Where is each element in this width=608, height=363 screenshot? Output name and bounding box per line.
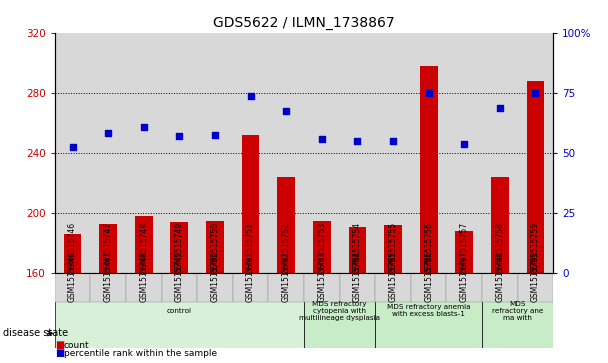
Point — [388, 138, 398, 144]
Text: GSM1515755: GSM1515755 — [389, 251, 398, 302]
Text: control: control — [167, 308, 192, 314]
Bar — [241, 135, 260, 273]
Text: GSM1515758: GSM1515758 — [496, 222, 505, 273]
Text: GSM1515749: GSM1515749 — [175, 222, 184, 273]
Bar — [268, 258, 304, 302]
Point — [139, 125, 148, 130]
Bar — [99, 224, 117, 273]
Point — [210, 132, 220, 138]
Point — [174, 134, 184, 139]
Bar — [162, 33, 197, 273]
Bar — [91, 33, 126, 273]
Text: ■: ■ — [55, 340, 64, 350]
Bar — [446, 33, 482, 273]
Text: GSM1515758: GSM1515758 — [496, 251, 505, 302]
Bar — [197, 258, 233, 302]
Text: GSM1515759: GSM1515759 — [531, 251, 540, 302]
Bar — [340, 258, 375, 302]
Point — [67, 144, 77, 150]
Title: GDS5622 / ILMN_1738867: GDS5622 / ILMN_1738867 — [213, 16, 395, 30]
Point — [495, 105, 505, 111]
Bar — [517, 33, 553, 273]
Text: GSM1515746: GSM1515746 — [68, 251, 77, 302]
Text: GSM1515748: GSM1515748 — [139, 222, 148, 273]
Bar — [340, 33, 375, 273]
Bar — [420, 66, 438, 273]
Bar — [411, 258, 446, 302]
Bar — [277, 177, 295, 273]
Bar — [446, 258, 482, 302]
Text: GSM1515753: GSM1515753 — [317, 251, 326, 302]
Bar — [55, 273, 304, 348]
Text: GSM1515756: GSM1515756 — [424, 251, 433, 302]
Bar — [455, 231, 473, 273]
Bar — [197, 33, 233, 273]
Text: GSM1515754: GSM1515754 — [353, 222, 362, 273]
Bar — [375, 258, 411, 302]
Text: GSM1515751: GSM1515751 — [246, 251, 255, 302]
Text: GSM1515754: GSM1515754 — [353, 251, 362, 302]
Text: GSM1515755: GSM1515755 — [389, 222, 398, 273]
Bar — [91, 258, 126, 302]
Bar — [233, 33, 268, 273]
Text: GSM1515748: GSM1515748 — [139, 251, 148, 302]
Bar — [64, 234, 81, 273]
Bar — [348, 227, 366, 273]
Text: GSM1515747: GSM1515747 — [103, 251, 112, 302]
Text: GSM1515750: GSM1515750 — [210, 222, 219, 273]
Bar — [126, 258, 162, 302]
Point — [103, 131, 113, 136]
Bar — [206, 221, 224, 273]
Point — [353, 138, 362, 144]
Bar — [55, 33, 91, 273]
Bar — [135, 216, 153, 273]
Text: ■: ■ — [55, 348, 64, 358]
Bar — [375, 273, 482, 348]
Bar — [162, 258, 197, 302]
Text: GSM1515759: GSM1515759 — [531, 222, 540, 273]
Bar — [304, 258, 340, 302]
Text: MDS refractory
cytopenia with
multilineage dysplasia: MDS refractory cytopenia with multilinea… — [299, 301, 380, 321]
Bar — [268, 33, 304, 273]
Point — [317, 136, 326, 142]
Text: disease state: disease state — [3, 329, 68, 338]
Text: GSM1515750: GSM1515750 — [210, 251, 219, 302]
Point — [246, 93, 255, 99]
Bar — [411, 33, 446, 273]
Bar — [527, 81, 544, 273]
Text: percentile rank within the sample: percentile rank within the sample — [64, 349, 217, 358]
Bar — [491, 177, 509, 273]
Bar — [375, 33, 411, 273]
Bar — [313, 221, 331, 273]
Text: GSM1515753: GSM1515753 — [317, 222, 326, 273]
Bar — [233, 258, 268, 302]
Text: GSM1515752: GSM1515752 — [282, 251, 291, 302]
Bar — [126, 33, 162, 273]
Bar — [482, 258, 517, 302]
Bar — [482, 273, 553, 348]
Bar — [304, 273, 375, 348]
Text: MDS
refractory ane
ma with: MDS refractory ane ma with — [492, 301, 544, 321]
Text: GSM1515757: GSM1515757 — [460, 251, 469, 302]
Bar — [170, 222, 188, 273]
Text: GSM1515749: GSM1515749 — [175, 251, 184, 302]
Bar — [55, 258, 91, 302]
Point — [460, 141, 469, 147]
Point — [531, 90, 541, 96]
Point — [424, 90, 434, 96]
Point — [282, 108, 291, 114]
Text: GSM1515757: GSM1515757 — [460, 222, 469, 273]
Bar — [517, 258, 553, 302]
Bar — [384, 225, 402, 273]
Text: GSM1515752: GSM1515752 — [282, 222, 291, 273]
Text: GSM1515751: GSM1515751 — [246, 222, 255, 273]
Bar — [304, 33, 340, 273]
Text: MDS refractory anemia
with excess blasts-1: MDS refractory anemia with excess blasts… — [387, 305, 471, 317]
Text: GSM1515756: GSM1515756 — [424, 222, 433, 273]
Text: GSM1515747: GSM1515747 — [103, 222, 112, 273]
Text: count: count — [64, 341, 89, 350]
Text: GSM1515746: GSM1515746 — [68, 222, 77, 273]
Bar — [482, 33, 517, 273]
